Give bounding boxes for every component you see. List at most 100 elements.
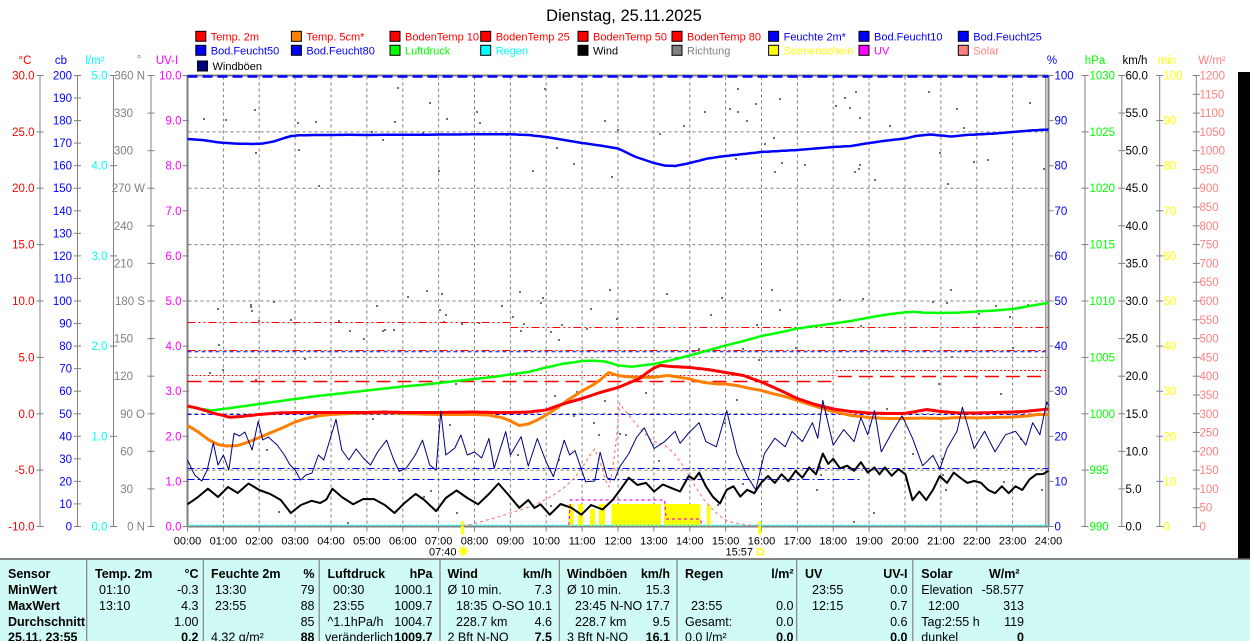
svg-text:9.5: 9.5 [653,615,670,629]
svg-text:5.0: 5.0 [166,296,182,308]
svg-text:0: 0 [1017,631,1024,641]
svg-text:100: 100 [1055,71,1074,83]
svg-text:1009.7: 1009.7 [394,631,432,641]
svg-text:130: 130 [53,228,72,240]
svg-text:10: 10 [1164,476,1177,488]
svg-text:20.0: 20.0 [12,183,34,195]
svg-text:450: 450 [1200,352,1219,364]
svg-text:3 Bft N-NO: 3 Bft N-NO [567,631,628,641]
svg-text:07:00: 07:00 [425,536,453,548]
svg-text:55.0: 55.0 [1126,108,1148,120]
svg-text:550: 550 [1200,315,1219,327]
svg-text:110: 110 [54,273,72,285]
svg-text:Temp. 2m: Temp. 2m [211,32,259,44]
svg-text:60.0: 60.0 [1126,71,1148,83]
svg-text:5.0: 5.0 [92,71,108,83]
svg-text:N-NO 17.7: N-NO 17.7 [610,599,670,613]
svg-text:1100: 1100 [1200,108,1225,120]
svg-text:40: 40 [59,431,72,443]
svg-text:50: 50 [1200,503,1213,515]
svg-text:08:00: 08:00 [461,536,489,548]
svg-text:00:30: 00:30 [333,583,364,597]
svg-text:0.6: 0.6 [890,615,907,629]
svg-text:190: 190 [53,93,72,105]
svg-text:750: 750 [1200,240,1219,252]
svg-text:Solar: Solar [973,46,999,58]
svg-text:140: 140 [53,206,72,218]
svg-text:l/m²: l/m² [85,55,104,67]
svg-text:1000.1: 1000.1 [394,583,432,597]
svg-text:0 N: 0 N [127,522,145,534]
svg-text:8.0: 8.0 [166,161,182,173]
svg-text:Solar: Solar [921,567,952,581]
svg-text:Gesamt:: Gesamt: [685,615,732,629]
svg-text:35.0: 35.0 [1126,258,1148,270]
svg-text:hPa: hPa [410,567,434,581]
svg-text:Temp. 2m: Temp. 2m [95,567,152,581]
svg-text:70: 70 [59,364,72,376]
svg-text:Feuchte 2m*: Feuchte 2m* [784,32,847,44]
svg-text:2 Bft N-NO: 2 Bft N-NO [448,631,509,641]
svg-text:1010: 1010 [1090,296,1116,308]
svg-text:80: 80 [1164,161,1177,173]
svg-text:03:00: 03:00 [281,536,309,548]
svg-text:85: 85 [301,615,315,629]
svg-text:4.3: 4.3 [181,599,198,613]
svg-text:200: 200 [1200,446,1219,458]
svg-text:300: 300 [1200,409,1219,421]
svg-text:07:40: 07:40 [429,547,457,559]
svg-text:350: 350 [1200,390,1219,402]
svg-text:Bod.Feucht80: Bod.Feucht80 [306,46,375,58]
svg-text:990: 990 [1090,522,1109,534]
svg-text:300: 300 [114,146,133,158]
svg-text:UV-I: UV-I [883,567,907,581]
svg-text:BodenTemp 25: BodenTemp 25 [496,32,570,44]
svg-text:Bod.Feucht10: Bod.Feucht10 [874,32,943,44]
svg-text:20.0: 20.0 [1126,371,1148,383]
svg-text:hPa: hPa [1085,55,1106,67]
svg-text:21:00: 21:00 [927,536,955,548]
svg-text:0.0: 0.0 [19,409,35,421]
svg-text:150: 150 [53,183,72,195]
svg-text:BodenTemp 10: BodenTemp 10 [405,32,479,44]
svg-text:Elevation: Elevation [921,583,972,597]
svg-text:60: 60 [1055,251,1068,263]
svg-text:88: 88 [301,599,315,613]
svg-text:50: 50 [1055,296,1068,308]
svg-text:0.2: 0.2 [181,631,198,641]
svg-text:4.6: 4.6 [535,615,552,629]
svg-text:17:00: 17:00 [784,536,812,548]
svg-text:400: 400 [1200,371,1219,383]
svg-text:1020: 1020 [1090,183,1116,195]
svg-text:cb: cb [55,55,67,67]
svg-text:3.0: 3.0 [92,251,108,263]
svg-text:313: 313 [1003,599,1024,613]
svg-text:W/m²: W/m² [989,567,1020,581]
svg-text:23:45: 23:45 [575,599,606,613]
svg-text:119: 119 [1004,615,1024,629]
svg-text:60: 60 [59,386,72,398]
svg-text:170: 170 [53,138,72,150]
svg-text:0.0: 0.0 [1126,522,1142,534]
svg-text:Wind: Wind [593,46,618,58]
svg-text:22:00: 22:00 [963,536,991,548]
svg-text:20: 20 [1164,431,1177,443]
svg-text:1050: 1050 [1200,127,1226,139]
svg-text:1000: 1000 [1200,146,1226,158]
svg-text:900: 900 [1200,183,1219,195]
svg-text:Luftdruck: Luftdruck [328,567,386,581]
svg-text:min: min [1158,55,1177,67]
svg-text:^1.1hPa/h: ^1.1hPa/h [328,615,384,629]
svg-text:60: 60 [120,446,133,458]
svg-text:Bod.Feucht50: Bod.Feucht50 [211,46,279,58]
svg-text:23:55: 23:55 [333,599,364,613]
svg-text:700: 700 [1200,258,1219,270]
svg-text:UV: UV [874,46,890,58]
svg-text:Feuchte 2m: Feuchte 2m [211,567,280,581]
svg-text:10.0: 10.0 [12,296,34,308]
svg-text:25.0: 25.0 [12,127,34,139]
svg-text:88: 88 [301,631,315,641]
svg-text:Regen: Regen [685,567,723,581]
svg-text:20: 20 [59,476,72,488]
svg-text:0: 0 [66,522,72,534]
